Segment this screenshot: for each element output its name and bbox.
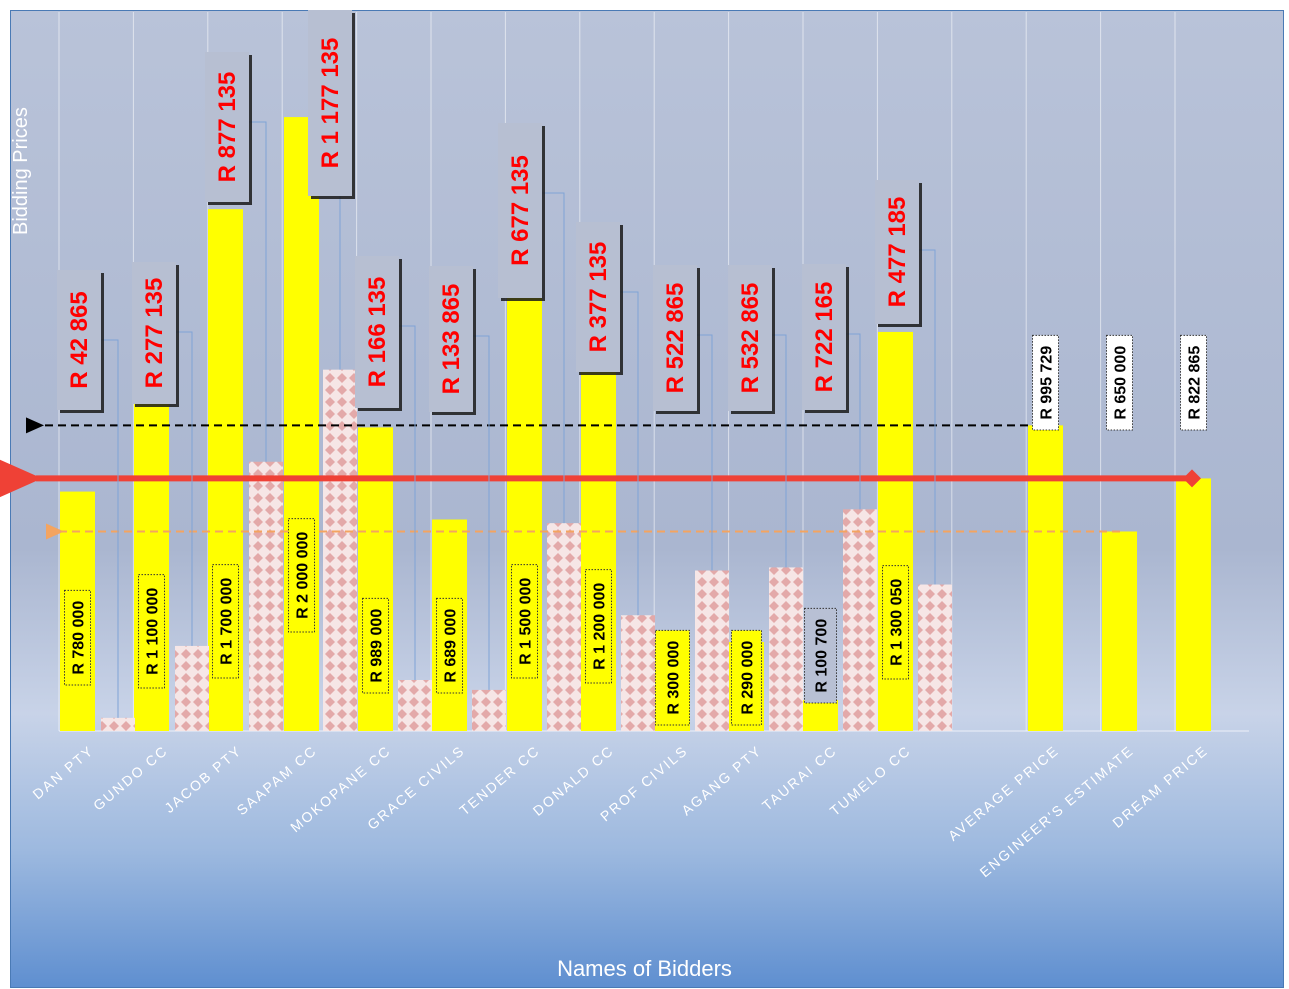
difference-value-box: [498, 123, 542, 298]
leader-line: [772, 334, 787, 568]
dream-price-marker: [1183, 469, 1201, 488]
bid-value-label: R 1 300 050: [889, 579, 906, 666]
x-tick-label: TUMELO CC: [827, 742, 914, 819]
difference-bar: [101, 717, 135, 731]
difference-value-label: R 877 135: [214, 72, 241, 183]
bid-value-label: R 1 500 000: [518, 578, 535, 665]
difference-bar: [769, 567, 803, 731]
difference-value-box: [653, 265, 697, 411]
bid-bar: [284, 117, 319, 731]
difference-value-box: [728, 265, 772, 411]
bid-value-label: R 1 100 000: [145, 588, 162, 675]
difference-value-label: R 477 185: [884, 197, 911, 308]
difference-value-box: [355, 256, 399, 408]
difference-bar: [249, 461, 283, 731]
bid-value-box: [362, 597, 389, 694]
difference-value-box: [308, 10, 352, 196]
difference-value-label: R 677 135: [507, 155, 534, 266]
leader-line: [249, 121, 267, 462]
bid-value-label: R 989 000: [369, 609, 386, 683]
difference-value-box: [576, 222, 620, 372]
bid-value-label: R 689 000: [443, 609, 460, 683]
difference-value-box: [57, 270, 101, 410]
leader-line: [697, 334, 713, 571]
leader-line: [176, 331, 193, 646]
bid-bar: [1176, 478, 1211, 731]
difference-value-label: R 166 135: [364, 277, 391, 388]
bid-value-box: [655, 629, 690, 726]
difference-value-box: [205, 52, 249, 202]
difference-bar: [175, 645, 209, 731]
difference-value-label: R 133 865: [438, 284, 465, 395]
leader-line: [542, 192, 565, 524]
leader-line: [620, 291, 639, 616]
bid-value-box: [585, 569, 612, 684]
difference-bar: [843, 509, 877, 731]
leader-line: [101, 339, 119, 718]
bid-value-label: R 1 200 000: [592, 583, 609, 670]
bid-value-box: [511, 564, 538, 679]
bid-value-label: R 2 000 000: [295, 532, 312, 619]
bid-value-label: R 995 729: [1039, 346, 1056, 420]
bid-value-box: [731, 629, 762, 726]
difference-bar: [621, 615, 655, 731]
bid-value-label: R 1 700 000: [219, 578, 236, 665]
x-tick-label: AGANG PTY: [678, 742, 765, 818]
difference-value-label: R 377 135: [585, 242, 612, 353]
difference-value-label: R 722 165: [811, 282, 838, 393]
x-tick-label: GUNDO CC: [90, 742, 171, 814]
bid-value-box: [436, 597, 463, 694]
bid-value-box: [1106, 334, 1133, 431]
difference-value-label: R 277 135: [141, 278, 168, 389]
difference-bar: [547, 523, 581, 731]
bid-value-label: R 822 865: [1187, 346, 1204, 420]
x-axis-label: Names of Bidders: [557, 956, 732, 981]
bid-bar: [1102, 531, 1137, 731]
leader-line: [919, 249, 936, 585]
difference-value-box: [132, 262, 176, 404]
difference-bar: [323, 369, 357, 731]
bid-value-box: [138, 574, 165, 689]
leader-line: [399, 325, 416, 681]
difference-bar: [918, 584, 952, 731]
bid-value-label: R 780 000: [71, 601, 88, 675]
bid-bar: [1028, 425, 1063, 731]
bid-value-box: [212, 564, 239, 679]
bid-value-label: R 100 700: [814, 619, 831, 693]
bid-value-box: [64, 589, 91, 686]
x-tick-label: ENGINEER'S ESTIMATE: [976, 742, 1136, 880]
bid-value-label: R 290 000: [740, 641, 757, 715]
bid-value-box: [1032, 334, 1059, 431]
bid-value-label: R 650 000: [1113, 346, 1130, 420]
difference-value-label: R 42 865: [66, 291, 93, 388]
difference-value-box: [802, 264, 846, 410]
difference-value-label: R 522 865: [662, 283, 689, 394]
difference-value-box: [875, 180, 919, 324]
difference-value-label: R 1 177 135: [317, 38, 344, 169]
leader-line: [846, 333, 861, 510]
difference-value-label: R 532 865: [737, 283, 764, 394]
y-axis-label: Bidding Prices: [10, 107, 32, 235]
leader-line: [473, 335, 490, 690]
bid-value-box: [804, 607, 837, 704]
bid-value-box: [1180, 334, 1207, 431]
difference-bar: [472, 689, 506, 731]
bid-value-box: [288, 518, 315, 633]
bid-value-label: R 300 000: [666, 641, 683, 715]
x-tick-label: JACOB PTY: [161, 742, 245, 816]
bid-value-box: [882, 565, 909, 680]
difference-bar: [398, 680, 432, 731]
x-tick-label: TAURAI CC: [759, 742, 840, 814]
difference-bar: [695, 570, 729, 731]
bid-bar: [803, 700, 838, 731]
x-tick-label: DAN PTY: [29, 742, 96, 802]
difference-value-box: [429, 266, 473, 412]
